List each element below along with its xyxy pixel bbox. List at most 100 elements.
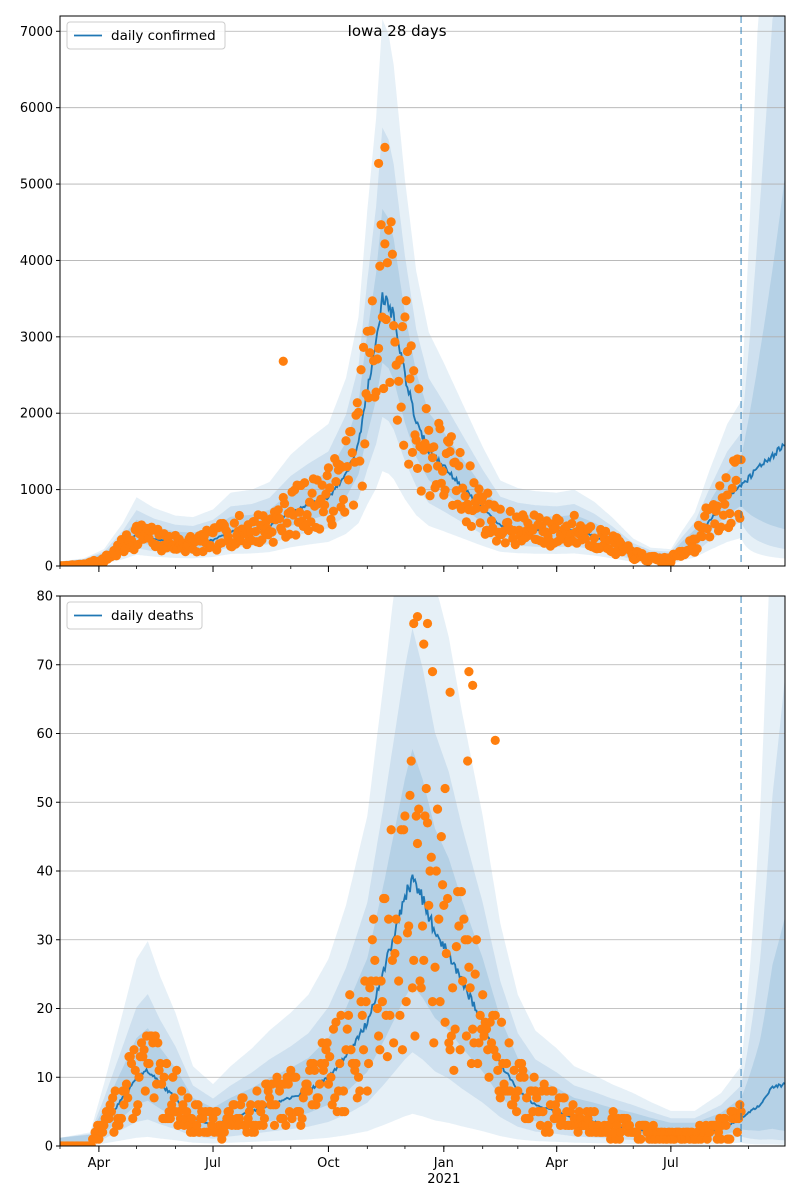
observed-point — [401, 296, 411, 306]
observed-point — [347, 448, 357, 458]
observed-point — [264, 1093, 275, 1103]
observed-point — [350, 1065, 360, 1075]
observed-point — [328, 506, 339, 516]
observed-point — [371, 387, 381, 397]
observed-point — [397, 1045, 408, 1055]
observed-point — [376, 220, 386, 230]
observed-point — [416, 486, 426, 496]
x-tick-label: Jan — [433, 1156, 454, 1171]
y-tick-label: 2000 — [20, 407, 53, 422]
observed-point — [391, 914, 401, 924]
y-tick-label: 5000 — [20, 178, 53, 193]
observed-point — [400, 312, 410, 322]
observed-point — [720, 1113, 730, 1124]
observed-point — [504, 1038, 514, 1048]
observed-point — [229, 518, 239, 528]
observed-point — [568, 1100, 578, 1110]
observed-point — [149, 1093, 159, 1103]
observed-point — [407, 983, 418, 993]
observed-point — [338, 494, 349, 505]
observed-point — [274, 513, 285, 524]
observed-point — [589, 1107, 599, 1117]
observed-point — [573, 1127, 583, 1137]
observed-point — [282, 518, 292, 528]
x-tick-sublabel: 2021 — [427, 1172, 460, 1187]
observed-point — [407, 447, 418, 458]
observed-point — [327, 520, 337, 530]
observed-point — [409, 955, 419, 965]
observed-point — [518, 1065, 528, 1075]
observed-point — [427, 453, 438, 463]
observed-point — [343, 475, 354, 485]
observed-point — [475, 1010, 485, 1020]
observed-point — [445, 1045, 455, 1055]
observed-point — [234, 1113, 244, 1124]
observed-point — [490, 735, 500, 745]
observed-point — [416, 983, 426, 993]
observed-point — [543, 1120, 553, 1130]
observed-point — [439, 900, 449, 910]
observed-point — [458, 976, 468, 986]
observed-point — [726, 518, 736, 528]
observed-point — [331, 476, 341, 487]
observed-point — [212, 1107, 222, 1117]
observed-point — [187, 1113, 197, 1124]
observed-point — [325, 483, 335, 493]
observed-point — [134, 1072, 144, 1082]
observed-point — [716, 522, 726, 532]
observed-point — [516, 1058, 527, 1069]
observed-point — [325, 1052, 335, 1062]
observed-point — [299, 478, 310, 488]
observed-point — [395, 355, 405, 365]
observed-point — [372, 1003, 382, 1014]
observed-point — [474, 1038, 484, 1048]
observed-point — [422, 618, 433, 629]
observed-point — [278, 356, 288, 366]
observed-point — [404, 459, 414, 469]
observed-point — [165, 1113, 175, 1124]
observed-point — [99, 1120, 109, 1130]
observed-point — [552, 1107, 562, 1117]
observed-point — [402, 928, 413, 938]
observed-point — [450, 1024, 460, 1034]
observed-point — [322, 1038, 332, 1048]
observed-point — [119, 1100, 129, 1110]
legend: daily confirmed — [66, 21, 226, 50]
observed-point — [384, 225, 394, 235]
observed-point — [712, 501, 722, 511]
observed-point — [569, 510, 579, 520]
observed-point — [404, 921, 414, 931]
observed-point — [471, 935, 482, 945]
y-tick-label: 50 — [36, 796, 53, 811]
observed-point — [505, 506, 515, 517]
observed-point — [317, 480, 327, 490]
observed-point — [178, 1100, 188, 1110]
observed-point — [258, 1120, 268, 1130]
observed-point — [217, 538, 227, 548]
observed-point — [394, 376, 404, 386]
observed-point — [384, 914, 394, 924]
observed-point — [481, 1024, 492, 1034]
observed-point — [251, 526, 261, 537]
observed-point — [464, 667, 474, 677]
observed-point — [400, 811, 410, 821]
observed-point — [429, 442, 439, 452]
observed-point — [294, 507, 305, 517]
observed-points — [60, 142, 746, 566]
y-tick-label: 6000 — [20, 101, 53, 116]
observed-point — [130, 1065, 140, 1075]
observed-point — [386, 825, 396, 835]
observed-point — [296, 1120, 306, 1130]
y-tick-label: 4000 — [20, 254, 53, 269]
observed-point — [291, 530, 301, 540]
observed-point — [412, 463, 423, 474]
observed-point — [554, 515, 564, 526]
observed-point — [172, 1065, 182, 1075]
observed-point — [499, 1079, 509, 1089]
observed-point — [320, 500, 330, 510]
observed-point — [405, 374, 415, 384]
observed-point — [133, 1100, 143, 1110]
observed-point — [121, 1079, 132, 1089]
observed-point — [567, 518, 577, 529]
